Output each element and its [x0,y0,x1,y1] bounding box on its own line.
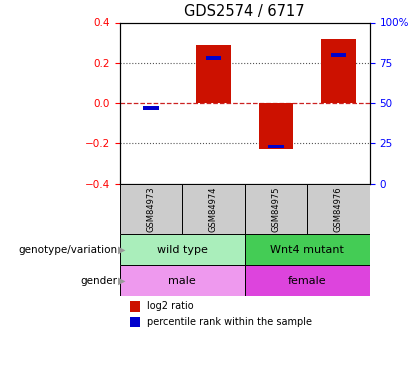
Text: percentile rank within the sample: percentile rank within the sample [147,317,312,327]
Text: Wnt4 mutant: Wnt4 mutant [270,245,344,255]
Text: ▶: ▶ [118,245,126,255]
Bar [244,234,370,265]
Bar [307,184,370,234]
Text: GSM84973: GSM84973 [147,186,155,232]
Text: ▶: ▶ [118,276,126,285]
Bar [321,39,356,103]
Text: male: male [168,276,196,285]
Text: gender: gender [81,276,118,285]
Bar [130,317,140,327]
Text: GSM84975: GSM84975 [271,186,281,232]
Bar [244,184,307,234]
Bar [130,301,140,312]
Bar [268,145,284,148]
Bar [259,103,293,150]
Bar [244,265,370,296]
Text: GSM84974: GSM84974 [209,186,218,232]
Text: genotype/variation: genotype/variation [18,245,118,255]
Bar [331,53,346,57]
Bar [196,45,231,103]
Text: GSM84976: GSM84976 [334,186,343,232]
Bar [182,184,244,234]
Bar [120,234,244,265]
Text: female: female [288,276,326,285]
Bar [120,184,182,234]
Text: wild type: wild type [157,245,207,255]
Text: log2 ratio: log2 ratio [147,302,194,311]
Bar [143,106,159,110]
Title: GDS2574 / 6717: GDS2574 / 6717 [184,3,305,18]
Bar [120,265,244,296]
Bar [206,56,221,60]
